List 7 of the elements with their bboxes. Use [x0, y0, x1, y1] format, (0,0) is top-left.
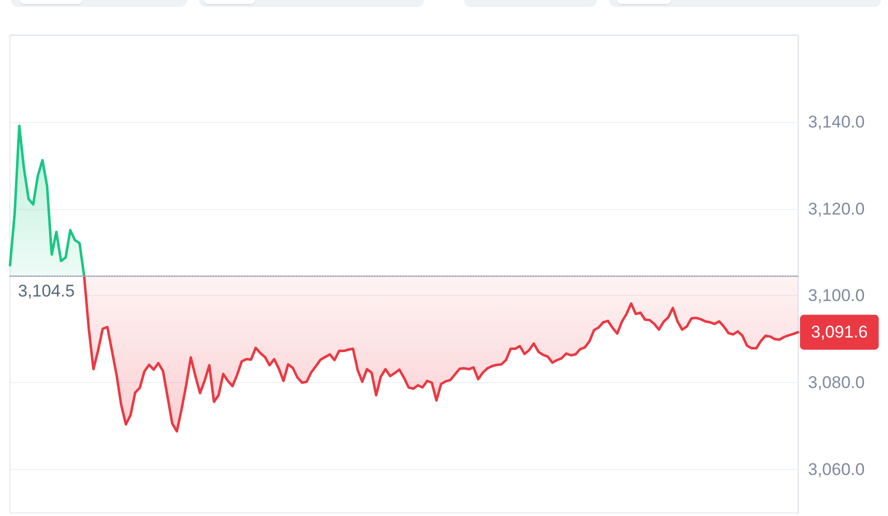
- data-label: 3,104.5: [18, 282, 75, 301]
- data-label: 3,091.6: [811, 322, 868, 342]
- y-tick-label: 3,120.0: [808, 199, 865, 218]
- y-tick-label: 3,080.0: [808, 373, 865, 392]
- y-tick-label: 3,140.0: [808, 112, 865, 132]
- y-tick-label: 3,100.0: [808, 286, 865, 306]
- y-tick-label: 3,060.0: [808, 460, 865, 480]
